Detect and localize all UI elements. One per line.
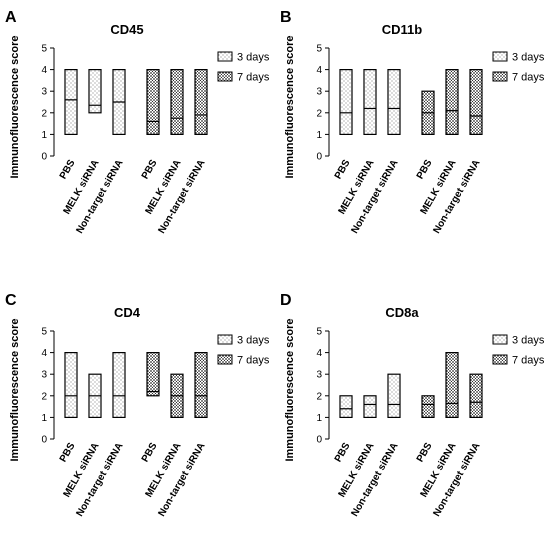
legend-label: 3 days: [237, 335, 270, 347]
bar-3days-1: [339, 68, 353, 136]
legend-label: 3 days: [512, 52, 545, 64]
legend-swatch-3days: [217, 51, 233, 62]
legend-swatch-7days: [217, 71, 233, 82]
bar-7days-3: [469, 68, 483, 136]
legend-swatch-3days: [217, 334, 233, 345]
bar-7days-3: [469, 373, 483, 418]
y-tick-label: 3: [41, 370, 47, 381]
y-tick-label: 2: [41, 108, 47, 119]
legend-label: 3 days: [512, 335, 545, 347]
x-category-label: PBS: [333, 158, 353, 182]
bar-3days-1: [339, 395, 353, 419]
chart-title: CD8a: [385, 305, 419, 320]
x-category-label: PBS: [58, 158, 78, 182]
y-axis-label: Immunofluorescence score: [9, 318, 21, 461]
bar-7days-3: [194, 351, 208, 419]
bar-3days-3: [387, 373, 401, 418]
y-tick-label: 1: [41, 413, 47, 424]
y-tick-label: 0: [316, 152, 322, 163]
y-tick-label: 1: [41, 130, 47, 141]
bar-7days-2: [445, 68, 459, 136]
y-tick-label: 2: [316, 391, 322, 402]
y-tick-label: 5: [41, 44, 47, 55]
y-tick-label: 4: [316, 348, 322, 359]
y-tick-label: 0: [316, 435, 322, 446]
x-category-label: PBS: [415, 158, 435, 182]
x-category-label: PBS: [333, 441, 353, 465]
bar-3days-3: [112, 351, 126, 419]
legend-label: 7 days: [512, 72, 545, 84]
legend-swatch-7days: [492, 71, 508, 82]
panel-letter: A: [5, 9, 17, 26]
bar-7days-3: [194, 68, 208, 136]
y-tick-label: 5: [41, 327, 47, 338]
legend-label: 7 days: [237, 72, 270, 84]
y-tick-label: 0: [41, 435, 47, 446]
legend-label: 7 days: [237, 355, 270, 367]
y-tick-label: 5: [316, 44, 322, 55]
bar-7days-2: [170, 68, 184, 136]
y-tick-label: 3: [316, 87, 322, 98]
legend-swatch-3days: [492, 334, 508, 345]
y-tick-label: 4: [41, 348, 47, 359]
chart-title: CD45: [110, 22, 143, 37]
bar-7days-1: [146, 351, 160, 397]
legend-swatch-3days: [492, 51, 508, 62]
bar-3days-2: [363, 68, 377, 136]
y-tick-label: 5: [316, 327, 322, 338]
y-tick-label: 2: [316, 108, 322, 119]
bar-7days-2: [445, 351, 459, 419]
bar-3days-2: [363, 395, 377, 419]
y-tick-label: 0: [41, 152, 47, 163]
bar-7days-1: [146, 68, 160, 136]
bar-3days-3: [387, 68, 401, 136]
bar-3days-1: [64, 351, 78, 419]
panel-letter: D: [280, 292, 292, 309]
y-tick-label: 4: [316, 65, 322, 76]
y-tick-label: 2: [41, 391, 47, 402]
panel-letter: B: [280, 9, 292, 26]
x-category-label: PBS: [58, 441, 78, 465]
x-category-label: PBS: [140, 158, 160, 182]
y-tick-label: 3: [41, 87, 47, 98]
legend-label: 7 days: [512, 355, 545, 367]
x-category-label: PBS: [415, 441, 435, 465]
legend-swatch-7days: [492, 354, 508, 365]
panel-letter: C: [5, 292, 17, 309]
x-category-label: PBS: [140, 441, 160, 465]
y-tick-label: 1: [316, 130, 322, 141]
bar-3days-1: [64, 68, 78, 136]
bar-3days-2: [88, 68, 102, 114]
y-tick-label: 1: [316, 413, 322, 424]
legend-swatch-7days: [217, 354, 233, 365]
y-axis-label: Immunofluorescence score: [284, 318, 296, 461]
y-axis-label: Immunofluorescence score: [284, 35, 296, 178]
chart-title: CD11b: [382, 22, 423, 37]
y-tick-label: 3: [316, 370, 322, 381]
chart-title: CD4: [114, 305, 141, 320]
y-axis-label: Immunofluorescence score: [9, 35, 21, 178]
y-tick-label: 4: [41, 65, 47, 76]
bar-7days-1: [421, 395, 435, 419]
legend-label: 3 days: [237, 52, 270, 64]
